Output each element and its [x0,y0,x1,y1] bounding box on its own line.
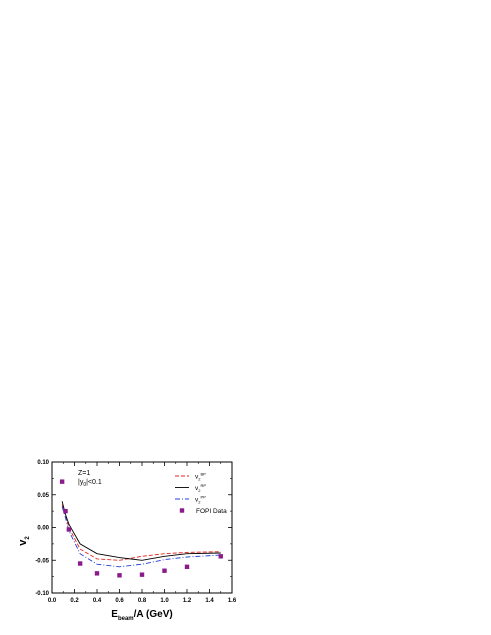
x-tick-label: 0.2 [70,598,79,604]
fopi-data-point [94,571,100,576]
y-tick-label: 0.05 [37,493,49,499]
fopi-data-point [218,554,223,559]
y-axis: 0.10 0.05 0.00 -0.05 -0.10 [35,460,232,597]
y-axis-label: v2 [17,536,31,546]
fopi-data-point [139,572,145,577]
series-line-rp [61,501,221,561]
x-tick-label: 0.8 [138,598,147,604]
legend-label: v2RP [195,483,206,493]
fopi-data-point [63,508,68,514]
y-tick-label: -0.10 [35,591,49,597]
annotation-rapidity: |y0|<0.1 [78,479,102,488]
x-tick-label: 1.6 [228,598,237,604]
legend-marker [179,508,185,513]
x-tick-label: 0.4 [93,598,102,604]
fopi-data-point [184,564,190,569]
fopi-data-point [117,573,122,578]
fopi-data-point [66,527,72,532]
fopi-data-point [59,479,65,484]
y-tick-label: -0.05 [35,558,49,564]
fopi-data-point [77,561,83,566]
y-tick-label: 0.00 [37,526,49,532]
legend-label: v2PP [195,495,206,505]
legend-label: FOPI Data [196,508,227,515]
y-tick-label: 0.10 [37,460,49,466]
x-tick-label: 0.6 [115,598,124,604]
series-layer [59,479,223,578]
fopi-data-point [162,568,167,573]
x-tick-label: 0.0 [48,598,57,604]
x-axis-label: Ebeam/A (GeV) [111,609,172,622]
series-line-bp [61,504,221,561]
legend-label: v2BP [195,472,206,482]
annotation-z: Z=1 [78,470,90,477]
x-tick-label: 1.4 [205,598,214,604]
x-tick-label: 1.0 [160,598,169,604]
x-tick-label: 1.2 [183,598,192,604]
series-line-pp [61,506,221,568]
x-axis: 0.0 0.2 0.4 0.6 0.8 1.0 1.2 1.4 1.6 [48,462,237,604]
